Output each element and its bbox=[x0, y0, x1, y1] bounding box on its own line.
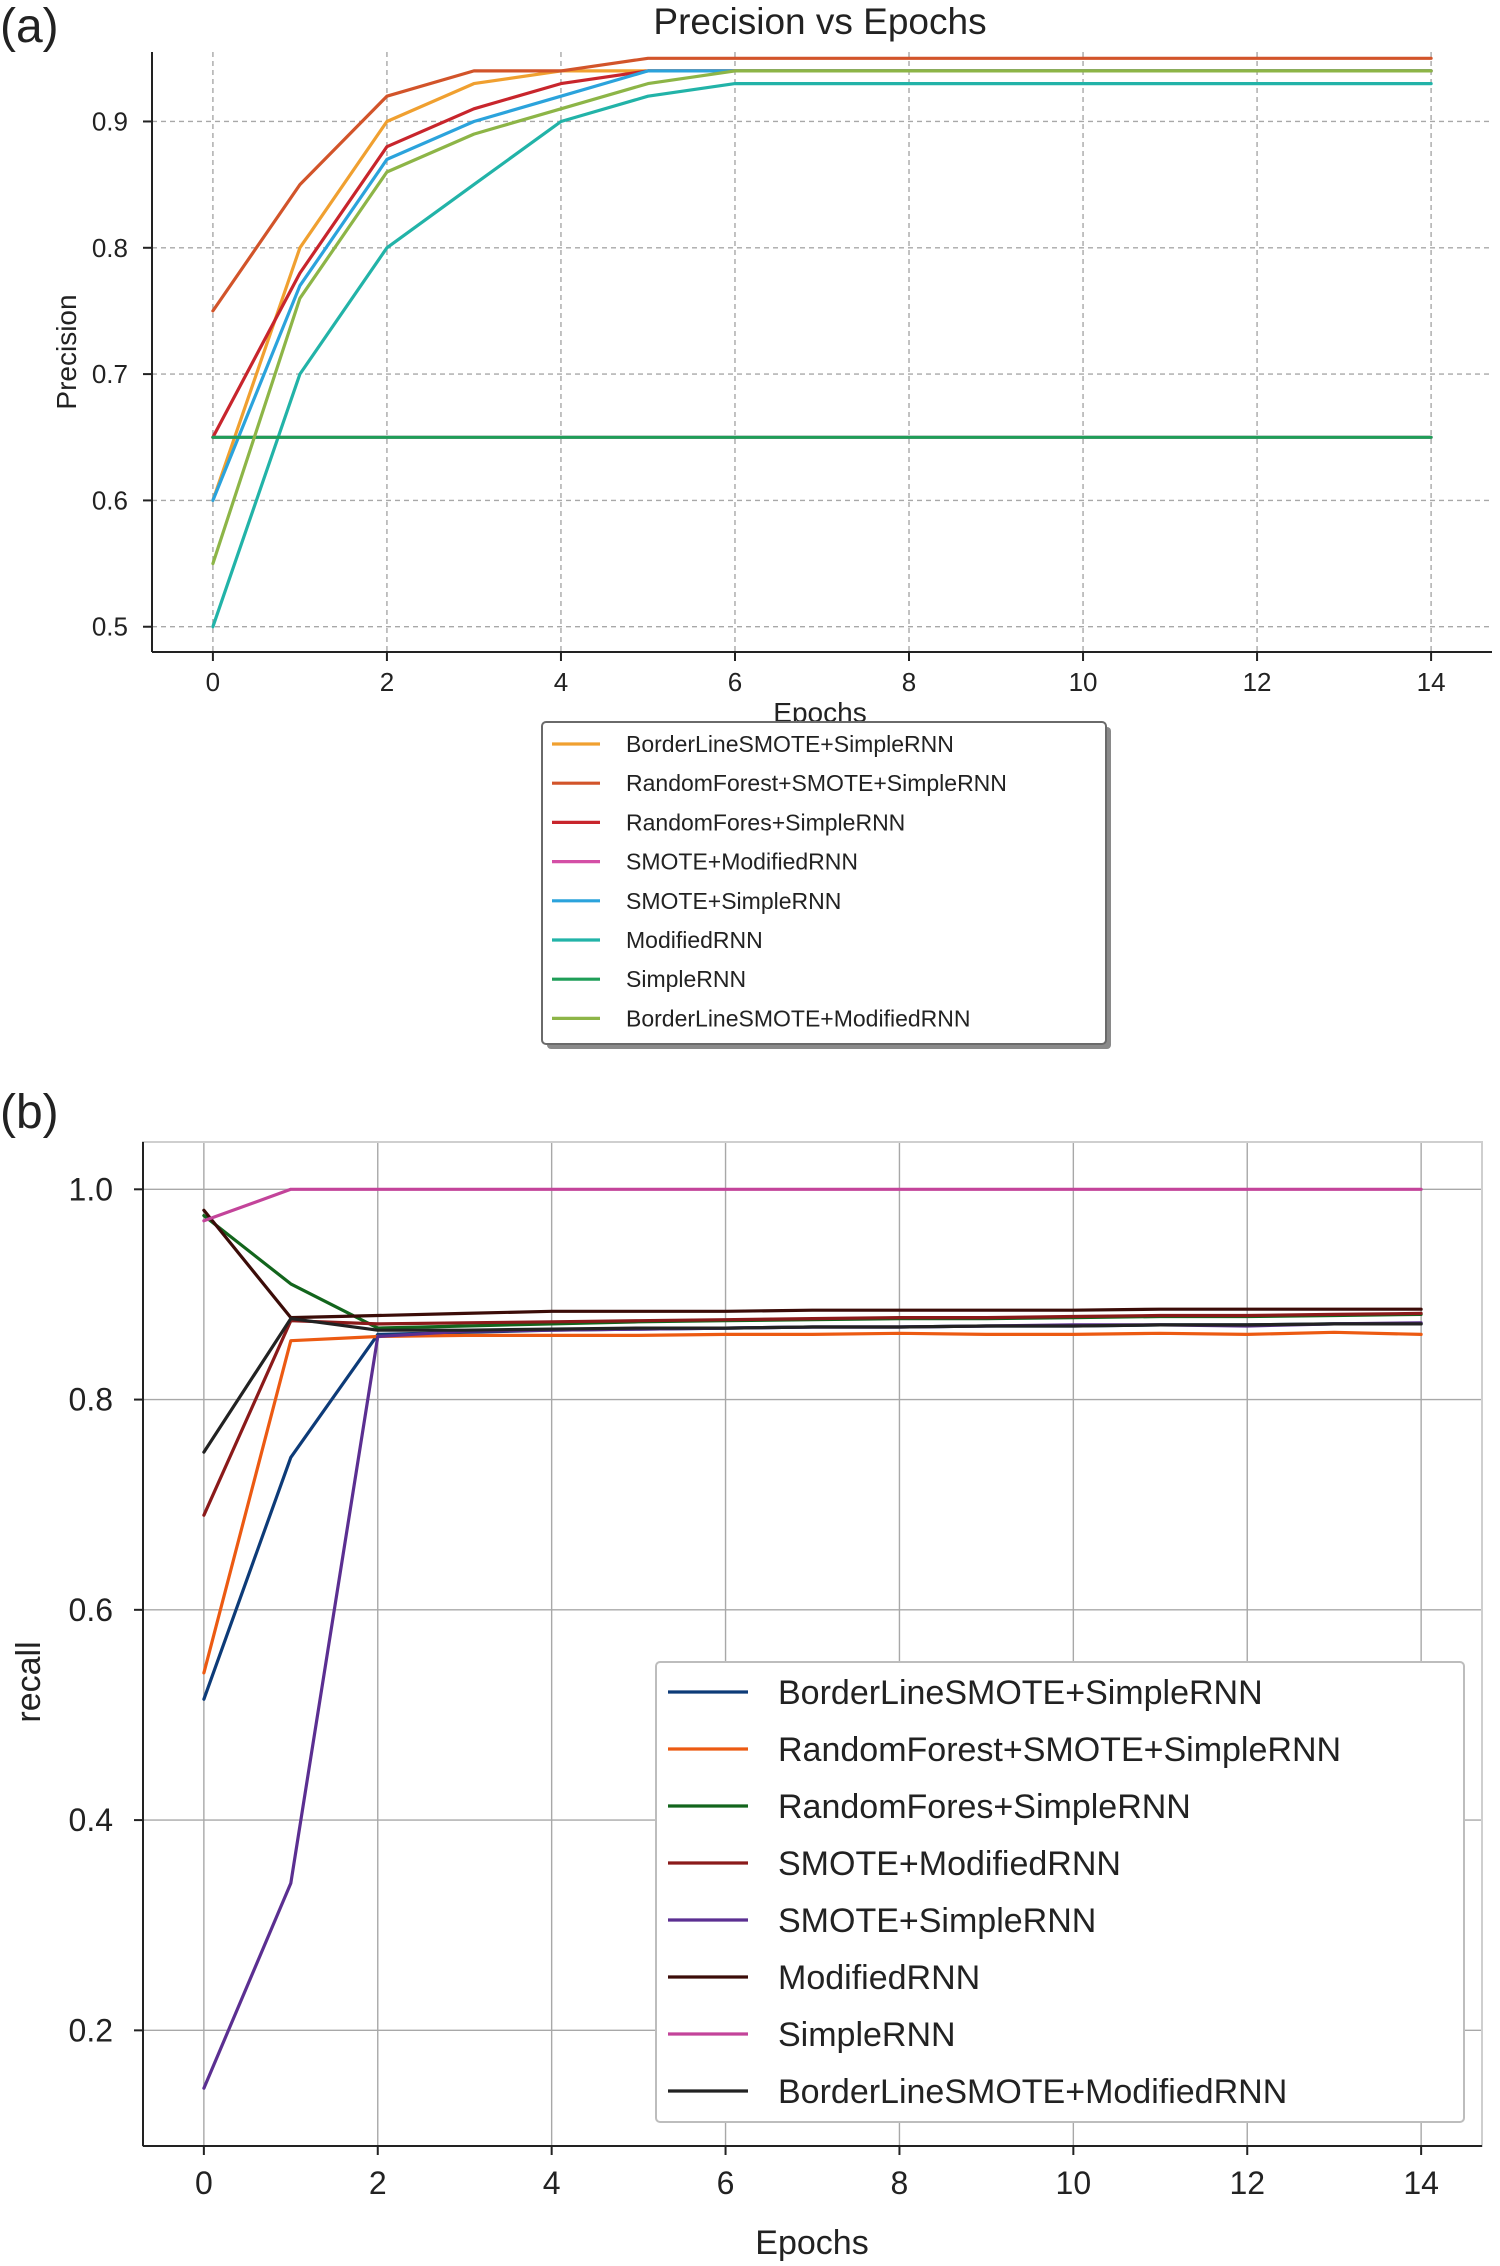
panel-label: (a) bbox=[0, 0, 59, 53]
series-line-6 bbox=[211, 81, 1433, 629]
y-tick-label: 0.2 bbox=[69, 2012, 113, 2048]
y-tick-label: 0.8 bbox=[69, 1382, 113, 1418]
legend-label: SimpleRNN bbox=[778, 2016, 956, 2054]
series-line-3 bbox=[211, 69, 1433, 439]
legend-label: SMOTE+ModifiedRNN bbox=[778, 1845, 1121, 1883]
y-axis-title: Precision bbox=[51, 294, 82, 409]
legend-box bbox=[541, 721, 1107, 1045]
x-tick-label: 8 bbox=[891, 2165, 909, 2201]
x-tick-label: 12 bbox=[1243, 667, 1272, 697]
panel-label: (b) bbox=[0, 1086, 59, 1139]
chart-title: Precision vs Epochs bbox=[653, 1, 986, 42]
legend-label: SimpleRNN bbox=[626, 966, 746, 992]
x-tick-label: 14 bbox=[1403, 2165, 1439, 2201]
legend-label: ModifiedRNN bbox=[778, 1959, 980, 1997]
x-tick-label: 2 bbox=[380, 667, 394, 697]
y-tick-label: 0.8 bbox=[92, 233, 128, 263]
y-tick-label: 0.6 bbox=[69, 1592, 113, 1628]
series-line-6 bbox=[202, 1208, 1423, 1320]
legend-label: RandomForest+SMOTE+SimpleRNN bbox=[626, 770, 1007, 796]
y-tick-label: 0.9 bbox=[92, 106, 128, 136]
legend: BorderLineSMOTE+SimpleRNN RandomForest+SM… bbox=[655, 1661, 1465, 2123]
x-tick-label: 0 bbox=[195, 2165, 213, 2201]
legend-label: RandomFores+SimpleRNN bbox=[626, 809, 905, 835]
legend-label: RandomFores+SimpleRNN bbox=[778, 1788, 1191, 1826]
chart-panel-a: (a) Precision vs Epochs 0 2 4 6 8 10 12 14 0.5 0.6 0… bbox=[0, 0, 1492, 1049]
x-tick-label: 2 bbox=[369, 2165, 387, 2201]
legend: BorderLineSMOTE+SimpleRNN RandomForest+SM… bbox=[541, 721, 1111, 1049]
legend-label: SMOTE+SimpleRNN bbox=[778, 1902, 1096, 1940]
legend-label: SMOTE+ModifiedRNN bbox=[626, 849, 858, 875]
legend-label: BorderLineSMOTE+SimpleRNN bbox=[626, 731, 954, 757]
x-tick-label: 14 bbox=[1417, 667, 1446, 697]
x-tick-label: 12 bbox=[1229, 2165, 1265, 2201]
x-tick-label: 4 bbox=[554, 667, 568, 697]
chart-panel-b: (b) 0 2 4 6 8 10 12 14 0.2 0.4 0.6 0.8 1.0 Epochs recal… bbox=[0, 1086, 1483, 2262]
series-line-2 bbox=[211, 56, 1433, 313]
series-line-7 bbox=[202, 1187, 1423, 1223]
x-tick-label: 8 bbox=[902, 667, 916, 697]
legend-label: BorderLineSMOTE+ModifiedRNN bbox=[626, 1005, 971, 1031]
y-tick-label: 0.4 bbox=[69, 1802, 113, 1838]
series-line-4 bbox=[202, 1311, 1423, 1517]
y-axis-title: recall bbox=[10, 1641, 48, 1722]
y-tick-label: 1.0 bbox=[69, 1171, 113, 1207]
x-tick-label: 4 bbox=[543, 2165, 561, 2201]
legend-box bbox=[655, 1661, 1465, 2123]
x-tick-label: 10 bbox=[1069, 667, 1098, 697]
x-tick-label: 10 bbox=[1056, 2165, 1092, 2201]
legend-label: SMOTE+SimpleRNN bbox=[626, 888, 841, 914]
legend-label: RandomForest+SMOTE+SimpleRNN bbox=[778, 1731, 1341, 1769]
legend-label: BorderLineSMOTE+ModifiedRNN bbox=[778, 2073, 1287, 2111]
series-line-8 bbox=[202, 1316, 1423, 1454]
x-tick-label: 6 bbox=[728, 667, 742, 697]
series-line-1 bbox=[202, 1322, 1423, 1701]
series-line-2 bbox=[202, 1330, 1423, 1675]
x-tick-label: 0 bbox=[206, 667, 220, 697]
series-line-8 bbox=[211, 69, 1433, 566]
legend-label: BorderLineSMOTE+SimpleRNN bbox=[778, 1674, 1263, 1712]
y-tick-label: 0.5 bbox=[92, 612, 128, 642]
x-axis-title: Epochs bbox=[755, 2224, 868, 2262]
y-tick-label: 0.6 bbox=[92, 485, 128, 515]
x-tick-label: 6 bbox=[717, 2165, 735, 2201]
y-tick-label: 0.7 bbox=[92, 359, 128, 389]
legend-label: ModifiedRNN bbox=[626, 927, 763, 953]
